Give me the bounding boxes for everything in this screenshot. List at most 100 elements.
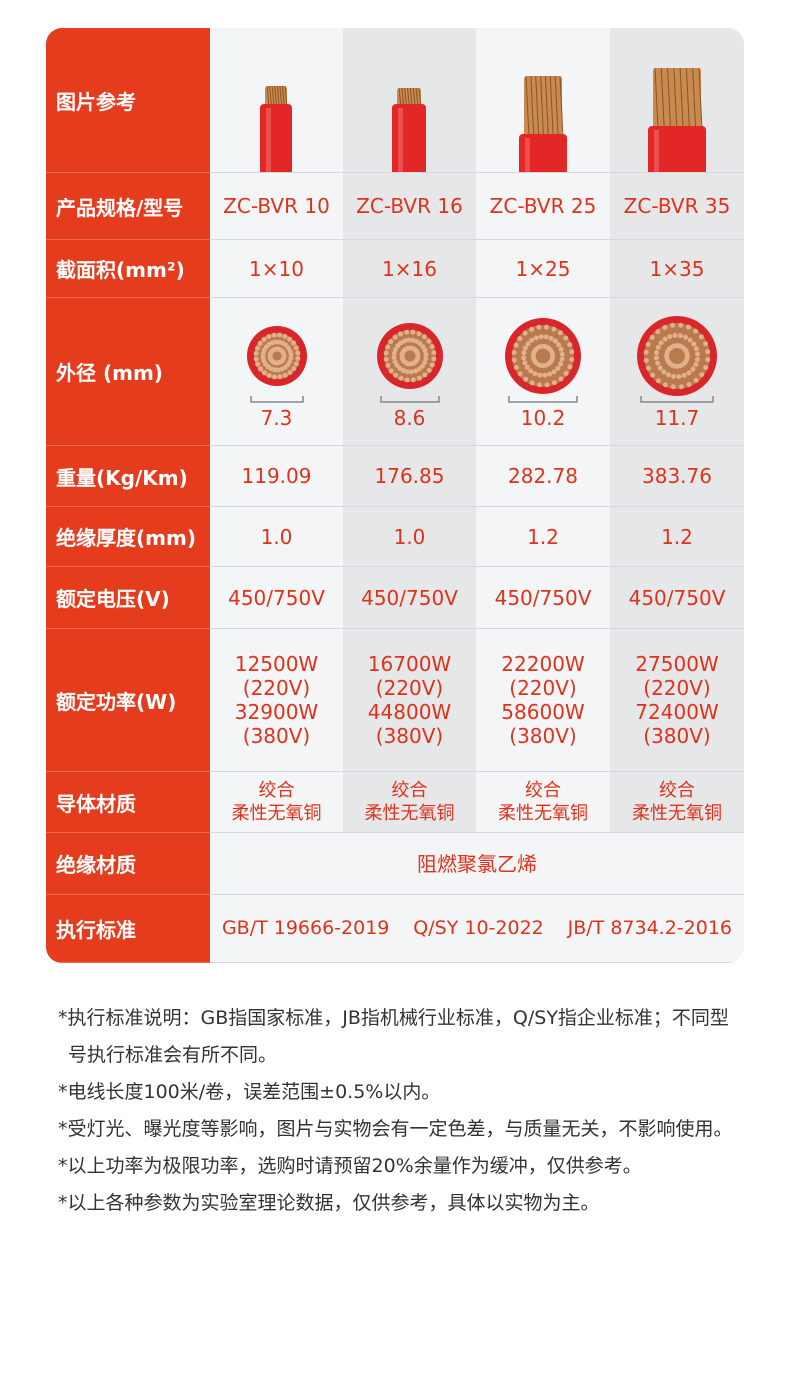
cross-section-icon — [376, 322, 443, 403]
cell — [343, 28, 476, 173]
wire-image — [647, 67, 706, 172]
cell: 8.6 — [343, 298, 476, 446]
cell: 450/750V — [476, 567, 610, 629]
note: *受灯光、曝光度等影响，图片与实物会有一定色差，与质量无关，不影响使用。 — [58, 1118, 733, 1140]
notes: *执行标准说明：GB指国家标准，JB指机械行业标准，Q/SY指企业标准；不同型号… — [58, 1000, 738, 1222]
value: 1.2 — [527, 524, 559, 549]
cell: 176.85 — [343, 446, 476, 507]
power-line: (220V) — [643, 676, 711, 700]
row-header: 额定电压(V) — [46, 567, 210, 629]
row-header: 外径 (mm) — [46, 298, 210, 446]
power-line: 27500W — [635, 652, 719, 676]
value: ZC-BVR 16 — [356, 194, 463, 218]
power-line: (380V) — [643, 724, 711, 748]
conductor-line: 绞合 — [659, 779, 695, 801]
wire-image — [518, 75, 567, 172]
power-line: 22200W — [501, 652, 585, 676]
power-line: 44800W — [367, 700, 452, 724]
cell: 1.2 — [476, 507, 610, 567]
cell: 16700W (220V) 44800W (380V) — [343, 629, 476, 772]
cross-section-icon — [505, 317, 581, 403]
cell: 1×10 — [210, 240, 343, 298]
diameter: 7.3 — [260, 405, 293, 430]
cell: 450/750V — [610, 567, 744, 629]
cell: 1×35 — [610, 240, 744, 298]
power-line: (220V) — [242, 676, 311, 700]
power-line: (220V) — [375, 676, 444, 700]
power-line: 16700W — [367, 652, 452, 676]
conductor-line: 绞合 — [525, 779, 561, 801]
value: 450/750V — [628, 585, 726, 610]
value: 1.2 — [661, 524, 693, 549]
cell: 1×16 — [343, 240, 476, 298]
cross-section-icon — [246, 325, 307, 403]
cell: ZC-BVR 35 — [610, 173, 744, 240]
power-line: (220V) — [509, 676, 577, 700]
power-line: (380V) — [509, 724, 577, 748]
cell: 11.7 — [610, 298, 744, 446]
standard: JB/T 8734.2-2016 — [567, 917, 733, 940]
cell: 22200W (220V) 58600W (380V) — [476, 629, 610, 772]
spec-table: 图片参考 产品规格/型号 ZC-BVR 10 ZC-BVR 16 ZC-BVR 25 ZC… — [46, 28, 744, 963]
power-line: 72400W — [635, 700, 719, 724]
cell: ZC-BVR 10 — [210, 173, 343, 240]
diameter: 11.7 — [654, 405, 700, 430]
standards-cell: GB/T 19666-2019 Q/SY 10-2022 JB/T 8734.2-2… — [210, 895, 744, 963]
value: 1×10 — [249, 256, 304, 281]
row-header: 执行标准 — [46, 895, 210, 963]
row-header: 绝缘厚度(mm) — [46, 507, 210, 567]
power-line: (380V) — [242, 724, 311, 748]
value: ZC-BVR 25 — [489, 194, 597, 218]
row-header: 截面积(mm²) — [46, 240, 210, 298]
cell: 绞合 柔性无氧铜 — [610, 772, 744, 833]
value: ZC-BVR 10 — [223, 194, 330, 218]
note: *执行标准说明：GB指国家标准，JB指机械行业标准，Q/SY指企业标准；不同型号… — [58, 1007, 729, 1066]
value: 282.78 — [508, 464, 578, 488]
cell: 1×25 — [476, 240, 610, 298]
value: 176.85 — [374, 464, 445, 488]
standard: Q/SY 10-2022 — [413, 917, 544, 940]
cell: 7.3 — [210, 298, 343, 446]
cell: 1.0 — [210, 507, 343, 567]
cell — [476, 28, 610, 173]
diameter: 8.6 — [393, 405, 426, 430]
cell — [210, 28, 343, 173]
standard: GB/T 19666-2019 — [221, 917, 390, 940]
conductor-line: 绞合 — [391, 779, 428, 801]
wire-image — [392, 87, 426, 172]
row-header: 产品规格/型号 — [46, 173, 210, 240]
value: 450/750V — [228, 585, 325, 610]
row-header: 绝缘材质 — [46, 833, 210, 895]
value: 1.0 — [393, 524, 426, 549]
note: *以上各种参数为实验室理论数据，仅供参考，具体以实物为主。 — [58, 1192, 600, 1214]
value: 383.76 — [642, 464, 712, 488]
cell: 119.09 — [210, 446, 343, 507]
material-cell: 阻燃聚氯乙烯 — [210, 833, 744, 895]
power-line: 32900W — [234, 700, 319, 724]
cross-section-icon — [637, 315, 717, 403]
note: *以上功率为极限功率，选购时请预留20%余量作为缓冲，仅供参考。 — [58, 1155, 642, 1177]
row-header: 图片参考 — [46, 28, 210, 173]
cell: 450/750V — [210, 567, 343, 629]
power-line: (380V) — [375, 724, 444, 748]
cell: 绞合 柔性无氧铜 — [210, 772, 343, 833]
row-header: 额定功率(W) — [46, 629, 210, 772]
value: 450/750V — [494, 585, 592, 610]
conductor-line: 柔性无氧铜 — [231, 803, 322, 824]
value: 450/750V — [361, 585, 458, 610]
cell: 1.0 — [343, 507, 476, 567]
cell: 12500W (220V) 32900W (380V) — [210, 629, 343, 772]
conductor-line: 柔性无氧铜 — [498, 803, 588, 824]
row-header: 重量(Kg/Km) — [46, 446, 210, 507]
conductor-line: 柔性无氧铜 — [632, 803, 722, 824]
cell: ZC-BVR 25 — [476, 173, 610, 240]
cell: 10.2 — [476, 298, 610, 446]
cell: ZC-BVR 16 — [343, 173, 476, 240]
value: 119.09 — [241, 464, 312, 488]
value: 1×35 — [649, 256, 705, 281]
cell: 282.78 — [476, 446, 610, 507]
cell: 450/750V — [343, 567, 476, 629]
note: *电线长度100米/卷，误差范围±0.5%以内。 — [58, 1081, 441, 1103]
cell: 1.2 — [610, 507, 744, 567]
